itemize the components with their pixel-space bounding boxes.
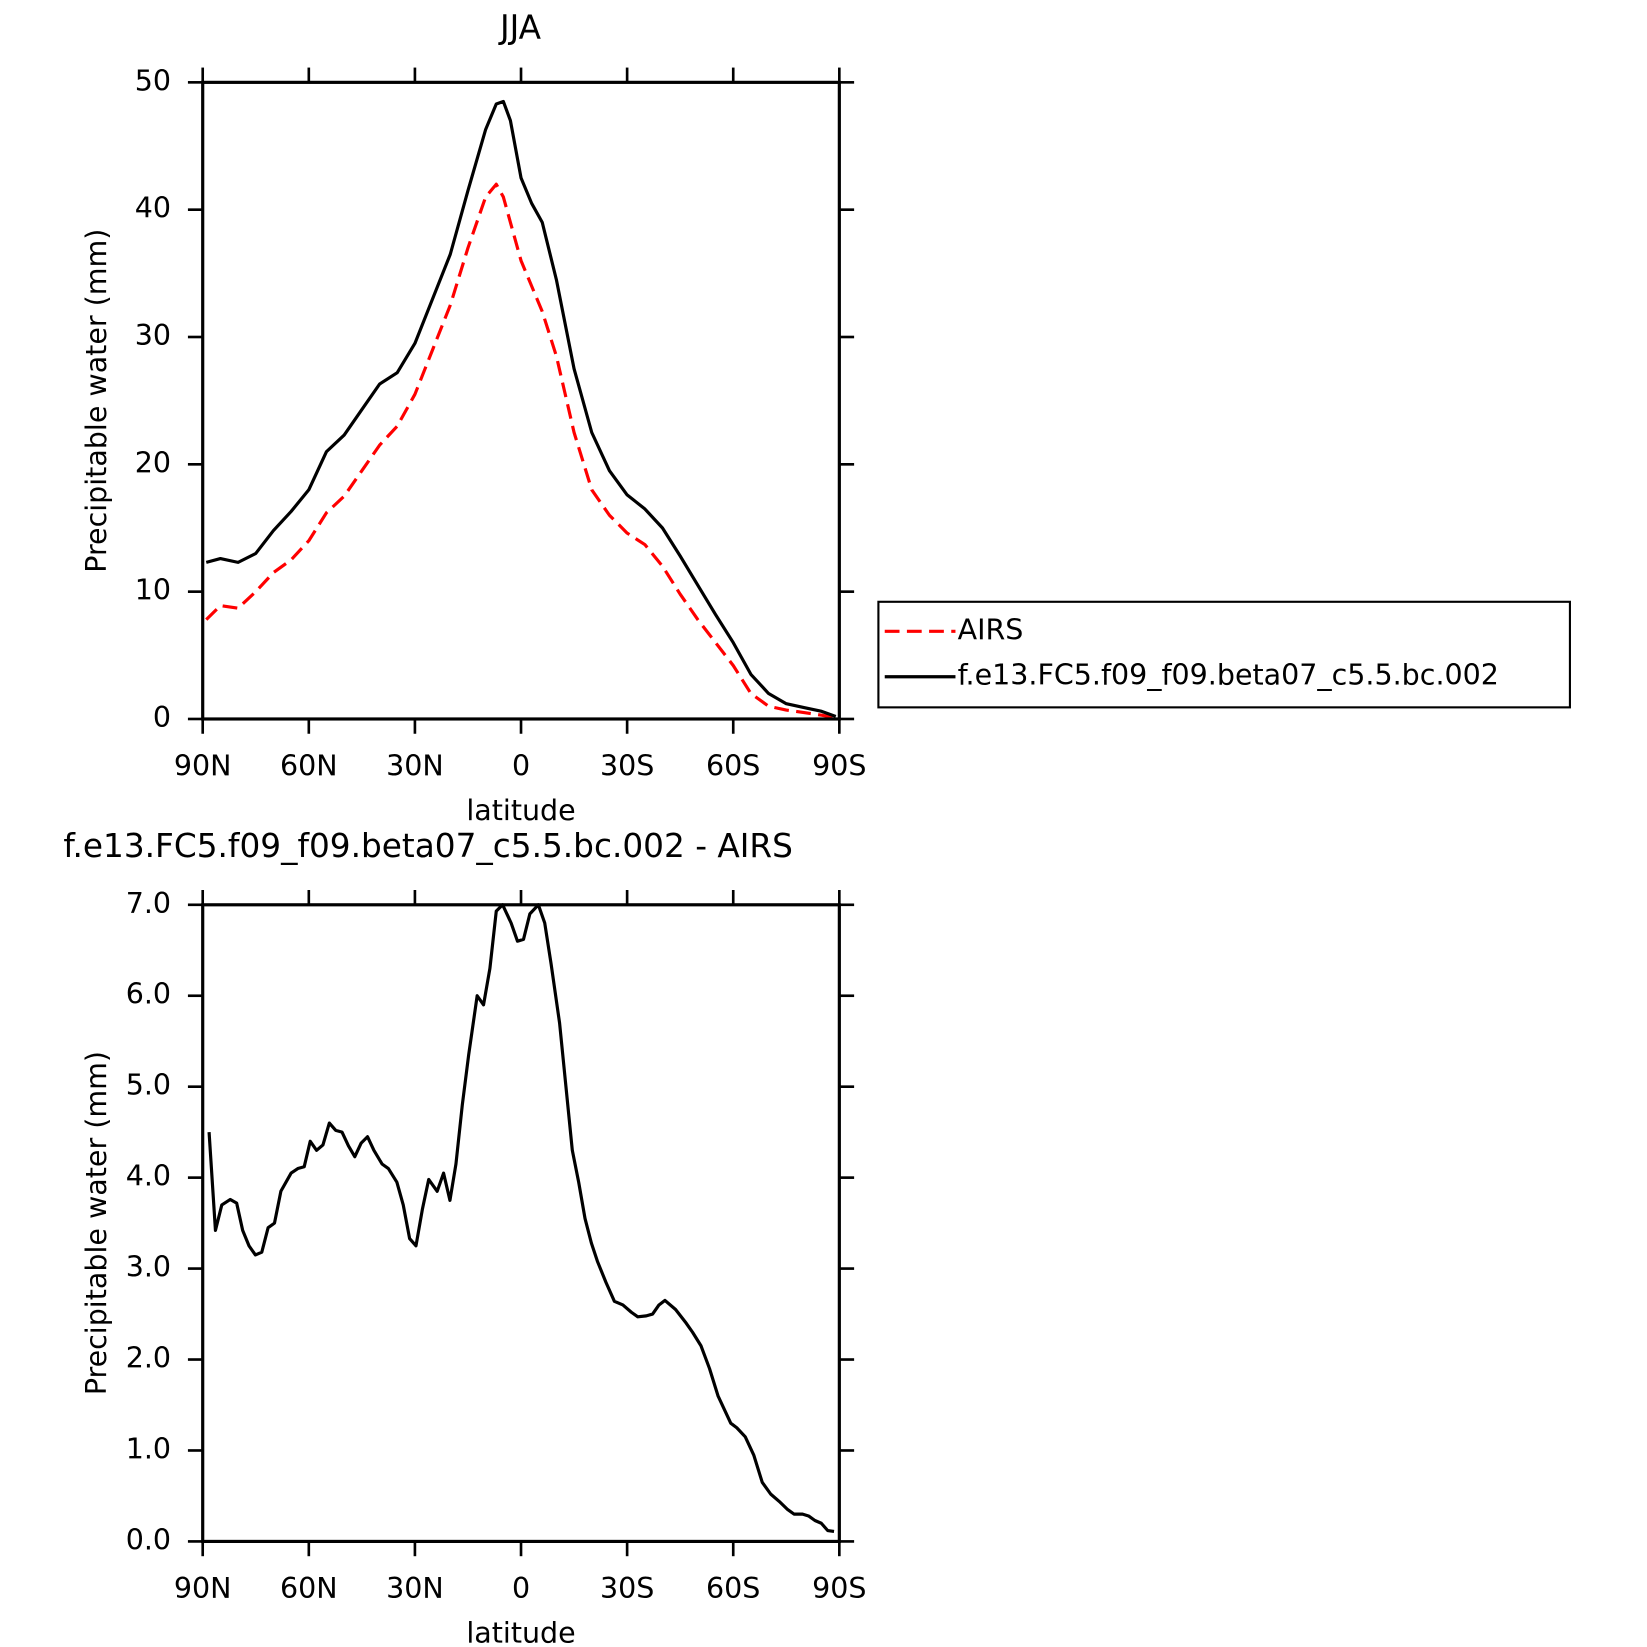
x-tick-label: 60N [280,750,338,783]
x-tick-label: 30S [600,750,654,783]
legend-label: f.e13.FC5.f09_f09.beta07_c5.5.bc.002 [958,659,1499,692]
y-tick-label: 20 [135,446,171,479]
x-tick-label: 30N [386,1572,444,1605]
y-axis-label: Precipitable water (mm) [80,229,113,573]
y-axis-label: Precipitable water (mm) [80,1051,113,1395]
y-tick-label: 6.0 [126,978,171,1011]
y-tick-label: 2.0 [126,1342,171,1375]
plot-frame [201,903,841,1544]
x-axis-label: latitude [466,794,575,827]
x-tick-label: 90N [174,750,232,783]
y-tick-label: 1.0 [126,1432,171,1465]
y-tick-label: 4.0 [126,1160,171,1193]
y-tick-label: 30 [135,319,171,352]
y-tick-label: 40 [135,192,171,225]
x-tick-label: 60S [706,1572,760,1605]
legend-label: AIRS [958,613,1024,646]
data-line [205,182,837,720]
y-tick-label: 5.0 [126,1069,171,1102]
chart-title: JJA [498,9,542,47]
x-tick-label: 60S [706,750,760,783]
x-tick-label: 60N [280,1572,338,1605]
x-tick-label: 30S [600,1572,654,1605]
y-tick-label: 10 [135,574,171,607]
x-tick-label: 0 [512,750,530,783]
y-tick-label: 50 [135,64,171,97]
y-tick-label: 7.0 [126,887,171,920]
y-tick-label: 0.0 [126,1523,171,1556]
data-line [207,903,835,1533]
legend-box [877,600,1571,709]
x-tick-label: 30N [386,750,444,783]
x-tick-label: 90S [812,750,866,783]
x-tick-label: 90S [812,1572,866,1605]
x-tick-label: 90N [174,1572,232,1605]
y-tick-label: 0 [153,701,171,734]
chart-title: f.e13.FC5.f09_f09.beta07_c5.5.bc.002 - A… [63,827,793,865]
x-axis-label: latitude [466,1616,575,1647]
data-line [205,99,837,718]
y-tick-label: 3.0 [126,1251,171,1284]
x-tick-label: 0 [512,1572,530,1605]
